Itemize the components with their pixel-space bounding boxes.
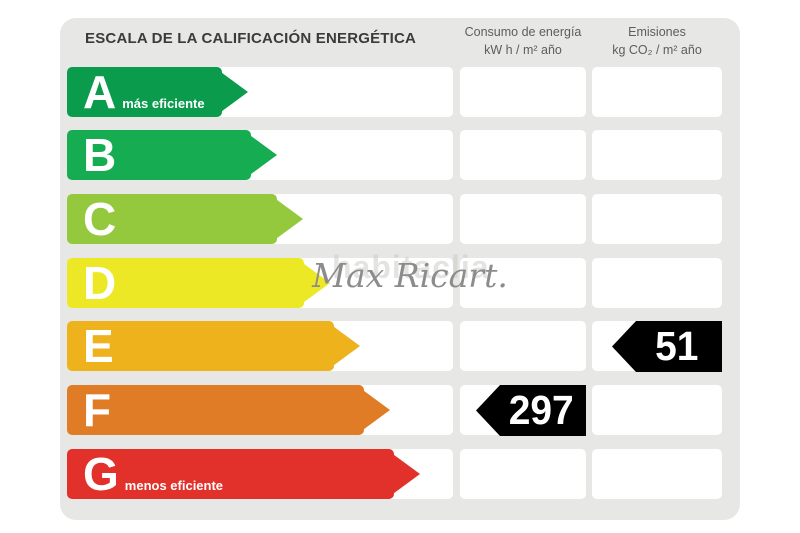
rating-sublabel: más eficiente [122, 96, 205, 111]
consumo-value: 297 [508, 387, 574, 433]
consumo-cell [460, 194, 586, 244]
rating-bar-body: G menos eficiente [67, 449, 394, 499]
rating-row-f: F [60, 385, 740, 435]
consumo-column-header: Consumo de energía kW h / m² año [454, 23, 592, 59]
consumo-header-line1: Consumo de energía [464, 25, 582, 39]
emisiones-value: 51 [655, 323, 699, 369]
rating-bar-body: D [67, 258, 304, 308]
rating-bar-f: F [67, 385, 390, 435]
arrow-tip-icon [243, 130, 277, 180]
emisiones-header-line1: Emisiones [628, 25, 686, 39]
agency-watermark: Max Ricart. [312, 256, 508, 295]
rating-bar-b: B [67, 130, 277, 180]
consumo-value-arrow: 297 [476, 385, 586, 436]
rating-bar-g: G menos eficiente [67, 449, 420, 499]
rating-sublabel: menos eficiente [124, 478, 224, 493]
arrow-tip-icon [386, 449, 420, 499]
consumo-cell [460, 67, 586, 117]
emisiones-cell [592, 449, 722, 499]
rating-bar-body: C [67, 194, 277, 244]
rating-letter: B [83, 129, 116, 181]
rating-letter: G [83, 448, 119, 500]
rating-bar-body: F [67, 385, 364, 435]
energy-certificate-panel: ESCALA DE LA CALIFICACIÓN ENERGÉTICA Con… [60, 18, 740, 520]
consumo-header-line2: kW h / m² año [484, 43, 562, 57]
emisiones-cell [592, 258, 722, 308]
consumo-cell [460, 258, 586, 308]
arrow-tip-icon [269, 194, 303, 244]
rating-bar-body: B [67, 130, 251, 180]
consumo-cell [460, 321, 586, 371]
rating-letter: D [83, 257, 116, 309]
consumo-cell [460, 449, 586, 499]
emisiones-cell [592, 385, 722, 435]
rating-row-g: G menos eficiente [60, 449, 740, 499]
emisiones-cell [592, 67, 722, 117]
emisiones-header-line2: kg CO₂ / m² año [612, 43, 702, 57]
consumo-cell [460, 130, 586, 180]
rating-bar-body: E [67, 321, 334, 371]
arrow-tip-icon [356, 385, 390, 435]
rating-letter: A [83, 66, 116, 118]
emisiones-cell [592, 130, 722, 180]
rating-bar-c: C [67, 194, 303, 244]
rating-row-a: A más eficiente [60, 67, 740, 117]
rating-letter: C [83, 193, 116, 245]
arrow-tip-icon [296, 258, 330, 308]
emisiones-value-arrow: 51 [612, 321, 722, 372]
rating-row-d: D [60, 258, 740, 308]
emisiones-cell [592, 194, 722, 244]
rating-letter: F [83, 384, 111, 436]
rating-letter: E [83, 320, 114, 372]
rating-bar-a: A más eficiente [67, 67, 248, 117]
rating-row-c: C [60, 194, 740, 244]
arrow-tip-icon [214, 67, 248, 117]
rating-row-b: B [60, 130, 740, 180]
page-title: ESCALA DE LA CALIFICACIÓN ENERGÉTICA [85, 30, 417, 47]
rating-bar-body: A más eficiente [67, 67, 222, 117]
background-watermark: habitaclia [332, 249, 490, 285]
arrow-tip-icon [326, 321, 360, 371]
rating-bar-d: D [67, 258, 330, 308]
emisiones-column-header: Emisiones kg CO₂ / m² año [588, 23, 726, 59]
rating-bar-e: E [67, 321, 360, 371]
